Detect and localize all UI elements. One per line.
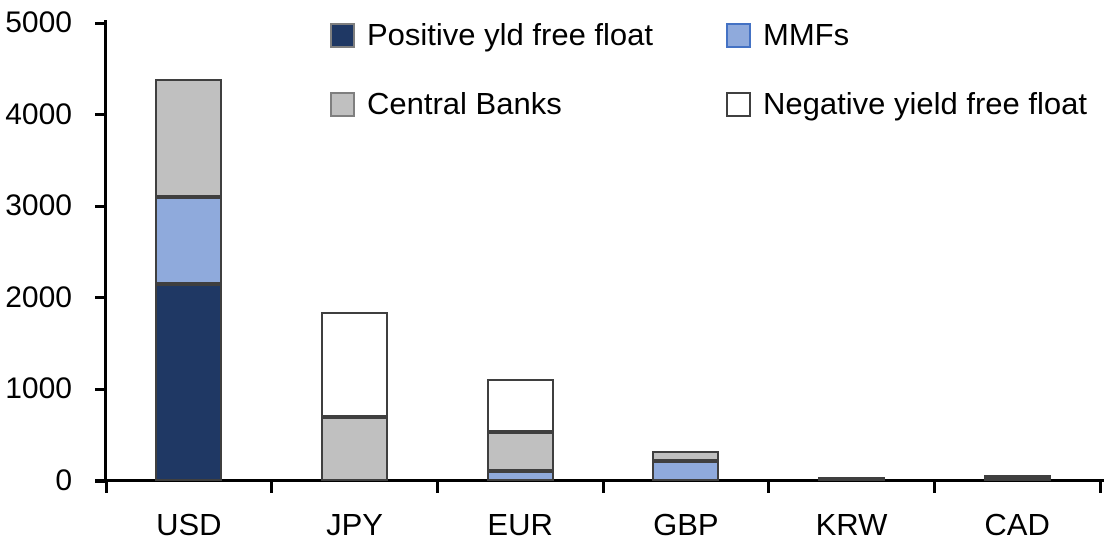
legend-label: MMFs [763,17,850,52]
x-axis-tick [1098,482,1102,493]
x-tick-label-gbp: GBP [653,507,719,542]
bar-segment-usd-mmfs [155,197,223,285]
x-tick-label-cad: CAD [984,507,1050,542]
x-axis-tick [767,482,771,493]
legend-label: Central Banks [367,86,562,121]
y-axis-tick [95,479,105,483]
legend-swatch-positive-yld-free-float-icon [330,22,355,48]
y-tick-label: 2000 [5,280,72,314]
y-tick-label: 0 [55,464,72,497]
y-axis-tick [95,113,105,117]
legend-item-positive-yld-free-float: Positive yld free float [330,18,653,52]
x-tick-label-krw: KRW [815,507,888,542]
x-axis-tick [601,482,605,493]
bar-segment-jpy-negative-yield-free-float [321,311,388,417]
y-axis-tick [95,204,105,208]
bar-segment-eur-negative-yield-free-float [486,379,554,432]
x-axis-tick [435,482,439,493]
x-tick-label-jpy: JPY [326,507,383,542]
y-axis-tick [95,387,105,391]
x-tick-label-usd: USD [156,507,222,542]
bar-segment-jpy-central-banks [321,416,388,481]
y-tick-label: 1000 [5,372,72,406]
x-axis-line [95,479,1104,482]
y-tick-label: 3000 [5,189,72,223]
y-axis-tick [95,296,105,300]
legend-swatch-negative-yield-free-float-icon [726,91,751,117]
y-axis-line [104,20,107,482]
bar-segment-gbp-central-banks [652,450,720,462]
legend-item-central-banks: Central Banks [330,87,562,121]
y-axis-tick [95,21,105,25]
bar-segment-gbp-mmfs [652,461,720,481]
y-tick-label: 4000 [5,97,72,131]
legend-swatch-central-banks-icon [330,91,355,117]
bar-segment-cad-central-banks [983,474,1051,479]
legend-label: Positive yld free float [367,17,654,52]
legend-item-mmfs: MMFs [726,18,849,52]
legend-label: Negative yield free float [763,86,1087,121]
bar-segment-eur-mmfs [486,470,554,481]
x-axis-tick [104,482,108,493]
y-tick-label: 5000 [5,6,72,39]
bar-segment-eur-central-banks [486,431,554,471]
bar-segment-usd-central-banks [155,78,223,198]
legend-swatch-mmfs-icon [726,22,751,48]
legend-item-negative-yield-free-float: Negative yield free float [726,87,1087,121]
x-axis-tick [270,482,274,493]
x-axis-tick [932,482,936,493]
bar-segment-usd-positive-yld-free-float [155,284,223,481]
bar-segment-krw-positive-yld-free-float [818,476,885,481]
x-tick-label-eur: EUR [487,507,553,542]
